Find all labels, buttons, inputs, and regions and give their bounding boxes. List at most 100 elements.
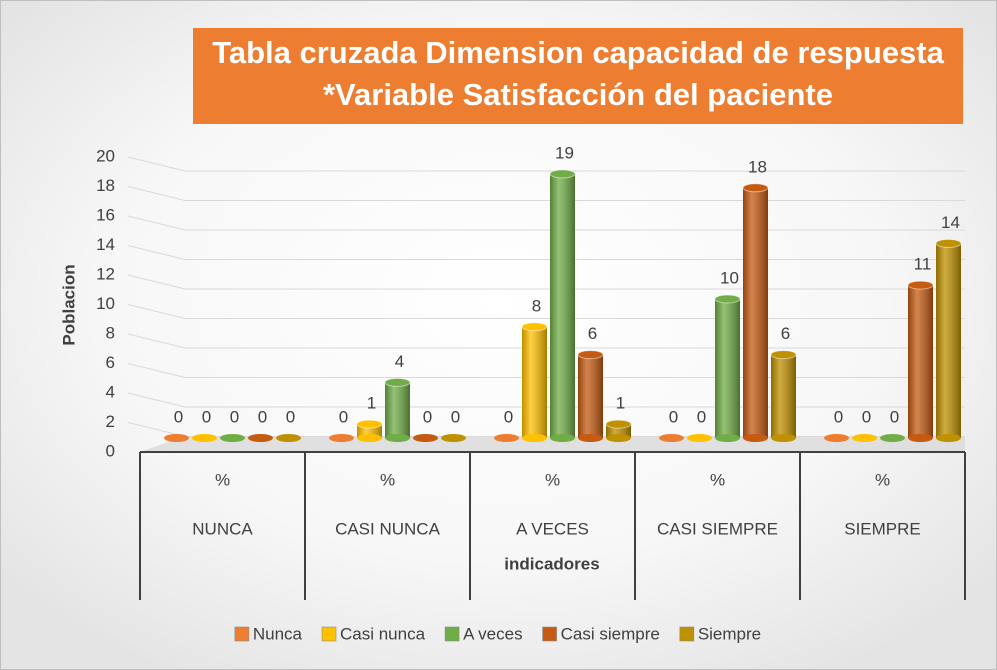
bar [248,434,273,442]
y-tick-label: 8 [106,323,115,342]
data-label: 18 [748,157,767,176]
data-label: 10 [720,268,739,287]
bar [441,434,466,442]
data-label: 0 [230,407,239,426]
bar-bottom [385,434,410,442]
bar [356,419,383,442]
y-tick-label: 4 [106,382,115,401]
chart-title: Tabla cruzada Dimension capacidad de res… [212,35,944,70]
bar-bottom [908,434,933,442]
bar-top [413,434,438,442]
bar-top [494,434,519,442]
data-label: 1 [367,394,376,413]
bar-top [549,169,576,179]
bar-shade [522,326,547,438]
bar-shade [743,187,768,438]
data-label: 0 [451,407,460,426]
bar-top [605,419,632,429]
bar-shade [578,354,603,438]
y-tick-label: 16 [96,205,115,224]
bar [329,434,354,442]
data-label: 8 [532,296,541,315]
data-label: 1 [616,394,625,413]
grid-line [127,245,965,260]
bar [605,419,632,442]
bar-bottom [771,434,796,442]
x-tick-label: % [710,470,725,489]
bar-top [687,434,712,442]
legend-swatch [234,626,250,642]
bar-bottom [357,434,382,442]
bar [577,350,604,442]
y-tick-label: 6 [106,353,115,372]
y-tick-label: 14 [96,235,115,254]
data-label: 0 [174,407,183,426]
data-label: 0 [504,407,513,426]
data-label: 6 [781,324,790,343]
bar [220,434,245,442]
bar-top [329,434,354,442]
x-axis-label: indicadores [504,554,599,573]
chart-title: *Variable Satisfacción del paciente [323,77,833,112]
data-label: 0 [862,407,871,426]
bar [413,434,438,442]
x-tick-label: % [545,470,560,489]
bar [824,434,849,442]
data-label: 14 [941,213,960,232]
y-tick-label: 20 [96,146,115,165]
bar [549,169,576,442]
data-label: 0 [697,407,706,426]
bar-shade [385,382,410,438]
bar [935,238,962,442]
bar-top [659,434,684,442]
data-label: 0 [339,407,348,426]
legend-swatch [679,626,695,642]
legend-swatch [542,626,557,642]
bar [192,434,217,442]
y-tick-label: 0 [106,441,115,460]
bar-top [164,434,189,442]
bar-top [441,434,466,442]
bar [880,434,905,442]
bar-bottom [606,434,631,442]
bar [521,322,548,442]
legend-swatch [321,626,337,642]
bar-top [935,238,962,248]
data-label: 0 [258,407,267,426]
y-tick-label: 2 [106,412,115,431]
grid-line [127,156,965,172]
bar-shade [908,285,933,438]
group-label: SIEMPRE [844,519,921,538]
group-label: NUNCA [192,519,253,538]
bar-top [577,350,604,360]
bar [494,434,519,442]
bar [384,377,411,442]
bar [907,280,934,442]
bar-bottom [715,434,740,442]
grid-line [127,274,965,290]
bar-top [880,434,905,442]
bar-top [824,434,849,442]
bar-bottom [550,434,575,442]
bar-shade [550,173,575,438]
bar [852,434,877,442]
bar-top [192,434,217,442]
data-label: 0 [286,407,295,426]
bar [276,434,301,442]
group-label: A VECES [516,519,589,538]
x-tick-label: % [380,470,395,489]
grid-line [127,363,965,378]
bar-top [770,350,797,360]
grid-line [127,304,965,319]
data-label: 0 [423,407,432,426]
legend-label: Siempre [698,624,761,643]
data-label: 0 [834,407,843,426]
grid-line [127,215,965,231]
group-label: CASI SIEMPRE [657,519,778,538]
data-label: 4 [395,352,404,371]
bar [687,434,712,442]
legend-label: Casi nunca [340,624,426,643]
data-label: 0 [890,407,899,426]
bar-top [852,434,877,442]
